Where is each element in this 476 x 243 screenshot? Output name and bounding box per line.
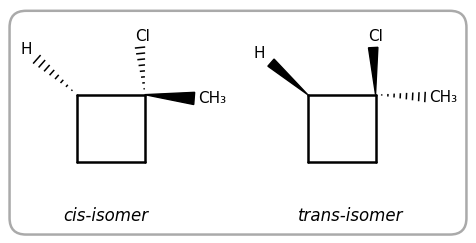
Polygon shape	[145, 92, 195, 104]
Text: trans-isomer: trans-isomer	[298, 207, 404, 225]
Text: H: H	[21, 43, 32, 57]
Text: Cl: Cl	[368, 29, 383, 44]
FancyBboxPatch shape	[10, 11, 466, 234]
Text: CH₃: CH₃	[429, 89, 457, 104]
Polygon shape	[268, 59, 307, 95]
Polygon shape	[368, 47, 378, 95]
Text: Cl: Cl	[135, 29, 150, 44]
Text: CH₃: CH₃	[198, 91, 226, 106]
Text: H: H	[254, 46, 266, 61]
Text: cis-isomer: cis-isomer	[64, 207, 149, 225]
